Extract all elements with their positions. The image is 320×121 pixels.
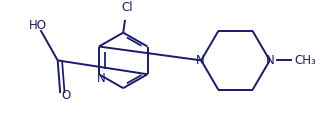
Text: N: N [196,54,205,67]
Text: N: N [266,54,275,67]
Text: O: O [61,89,70,102]
Text: N: N [97,72,106,85]
Text: Cl: Cl [121,0,133,14]
Text: CH₃: CH₃ [295,54,316,67]
Text: HO: HO [28,19,46,32]
